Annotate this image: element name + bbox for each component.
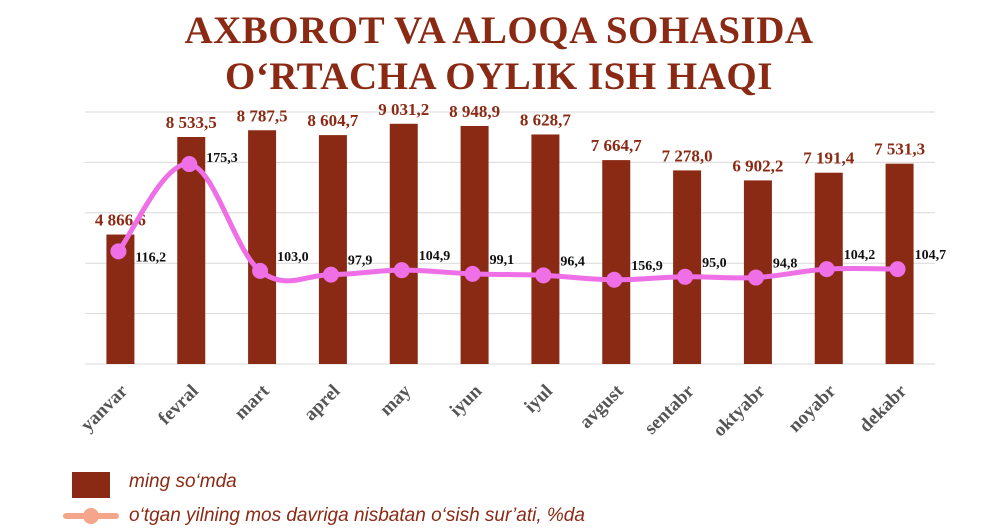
x-tick-label: fevral [154,381,202,429]
legend-bars-swatch [72,472,110,498]
bar-value-label: 9 031,2 [378,100,429,119]
x-tick-label: mart [230,380,274,424]
growth-rate-label: 156,9 [631,259,663,274]
growth-rate-point [535,267,552,284]
bar-value-label: 7 531,3 [874,140,925,159]
bar-iyun [460,125,489,364]
bar-mart [248,130,277,364]
growth-rate-point [677,268,694,285]
growth-rate-label: 104,2 [844,248,876,263]
growth-rate-point [464,265,481,282]
chart-title: AXBOROT VA ALOQA SOHASIDA O‘RTACHA OYLIK… [0,8,998,100]
x-tick-label: noyabr [784,380,840,436]
x-tick-label: yanvar [77,380,133,436]
x-tick-label: dekabr [855,380,911,436]
bar-avgust [602,160,631,364]
bar-value-label: 8 787,5 [237,106,288,125]
legend-line-marker [83,508,99,524]
growth-rate-point [393,262,410,279]
x-tick-label: oktyabr [709,380,770,441]
growth-rate-point [818,261,835,278]
growth-rate-point [889,261,906,278]
legend-line-label: o‘tgan yilning mos davriga nisbatan o‘si… [129,505,585,526]
growth-rate-label: 96,4 [560,254,585,269]
x-tick-label: iyul [520,381,557,418]
growth-rate-point [747,269,764,286]
bar-value-label: 7 278,0 [662,146,713,165]
growth-rate-label: 97,9 [348,254,373,269]
x-tick-label: may [376,380,416,420]
chart-title-line2: O‘RTACHA OYLIK ISH HAQI [225,55,773,98]
bar-value-label: 6 902,2 [732,156,783,175]
bar-fevral [177,137,206,364]
bar-value-label: 8 604,7 [307,111,359,130]
growth-rate-label: 175,3 [206,151,238,166]
bar-value-label: 7 664,7 [591,136,643,155]
growth-rate-label: 103,0 [277,250,309,265]
chart-title-line1: AXBOROT VA ALOQA SOHASIDA [184,9,814,52]
growth-rate-label: 116,2 [135,250,166,265]
growth-rate-point [322,266,339,283]
bar-value-label: 7 191,4 [803,149,855,168]
bar-iyul [531,134,560,364]
growth-rate-point [110,243,127,260]
bar-value-label: 8 533,5 [166,113,217,132]
bar-value-label: 8 628,7 [520,110,572,129]
x-tick-label: sentabr [640,380,699,439]
bar-aprel [318,135,347,364]
growth-rate-point [252,262,269,279]
growth-rate-label: 94,8 [773,257,798,272]
x-tick-label: avgust [576,380,629,433]
growth-rate-label: 104,9 [419,249,451,264]
bar-value-label: 8 948,9 [449,102,500,121]
legend-bars-label: ming so‘mda [129,471,237,492]
growth-rate-point [181,156,198,173]
x-tick-label: iyun [446,380,487,421]
growth-rate-label: 99,1 [490,253,515,268]
bar-sentabr [673,170,702,364]
growth-rate-label: 95,0 [702,256,727,271]
bar-may [389,123,418,364]
growth-rate-label: 104,7 [915,248,947,263]
growth-rate-point [606,271,623,288]
x-tick-label: aprel [300,381,344,425]
